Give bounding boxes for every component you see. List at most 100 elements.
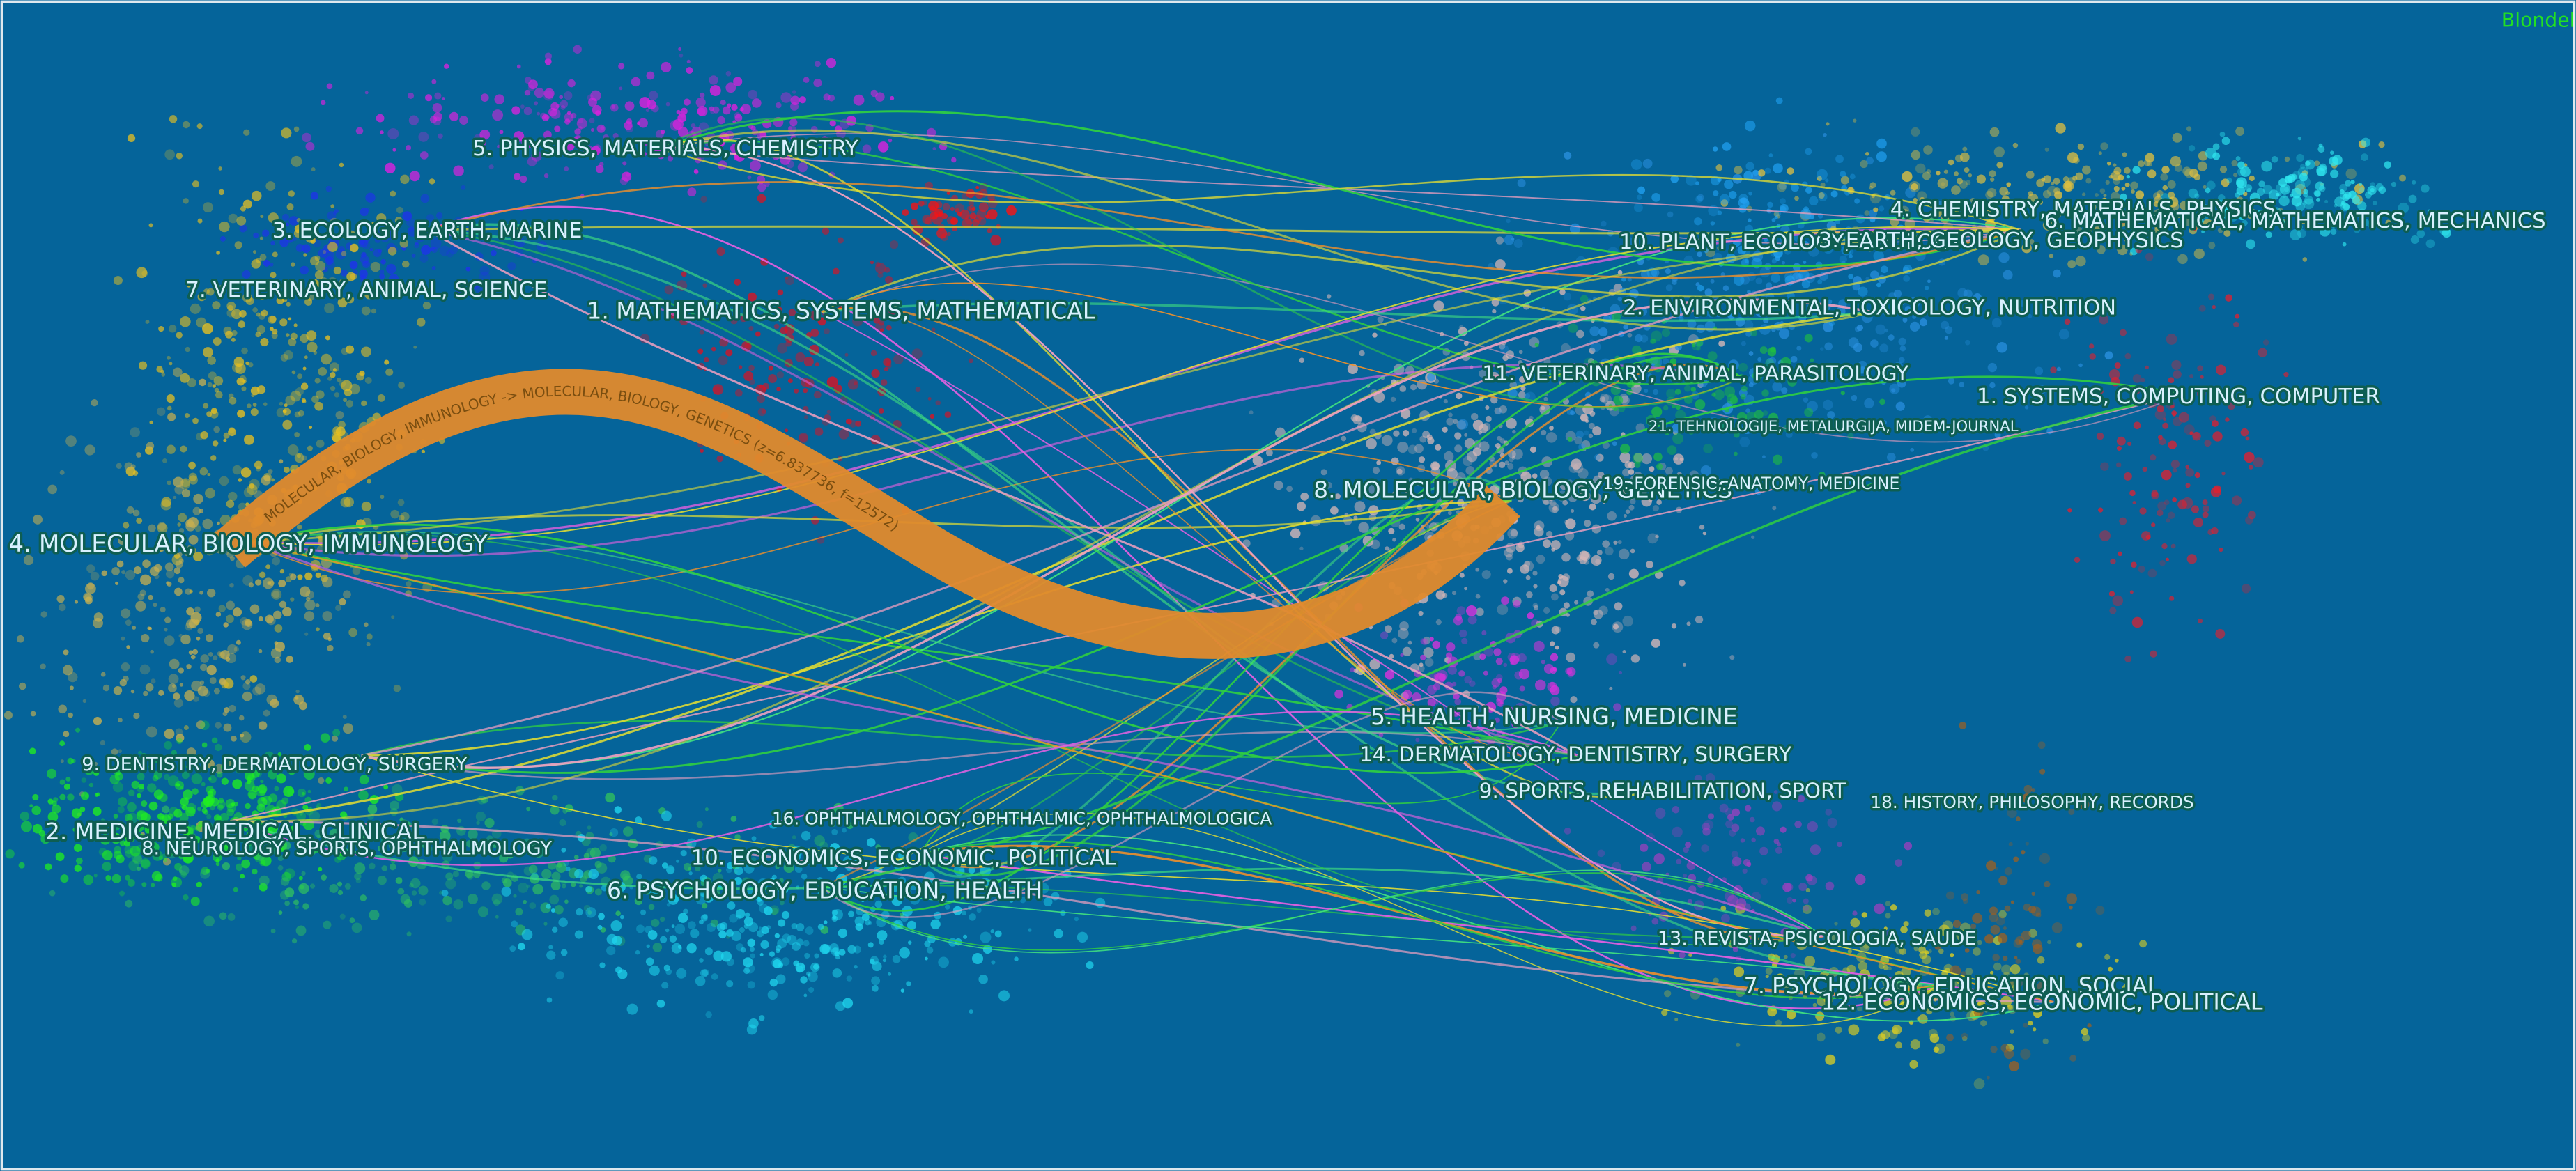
point (824, 136, 832, 144)
point (185, 588, 192, 595)
point (1506, 479, 1514, 487)
point (1825, 1054, 1836, 1065)
point (1391, 637, 1398, 644)
point (747, 938, 756, 947)
point (1877, 1033, 1886, 1042)
point (2368, 223, 2375, 229)
point (2357, 208, 2368, 219)
point (167, 581, 172, 587)
point (298, 883, 309, 894)
point (2236, 179, 2244, 187)
point (2074, 557, 2081, 563)
point (197, 218, 203, 224)
point (441, 889, 449, 897)
point (1475, 594, 1481, 599)
point (1936, 171, 1941, 176)
point (180, 871, 187, 878)
cluster-label: 6. PSYCHOLOGY, EDUCATION, HEALTH (607, 877, 1042, 904)
point (1355, 415, 1362, 422)
point (890, 95, 895, 100)
point (281, 797, 289, 805)
point (665, 102, 670, 107)
point (202, 850, 208, 856)
point (792, 835, 796, 839)
point (169, 838, 178, 846)
point (686, 943, 697, 954)
point (1499, 344, 1509, 354)
point (161, 497, 172, 507)
point (1710, 279, 1715, 284)
point (449, 245, 458, 254)
point (2314, 190, 2321, 197)
point (193, 696, 199, 702)
point (1645, 414, 1657, 426)
point (1733, 966, 1745, 977)
point (140, 859, 151, 869)
point (1950, 1011, 1954, 1016)
point (1830, 233, 1835, 239)
point (2100, 462, 2109, 471)
point (335, 605, 341, 612)
point (789, 118, 798, 127)
point (84, 793, 89, 798)
point (1439, 673, 1447, 681)
point (253, 232, 259, 238)
point (925, 217, 933, 225)
point (1941, 182, 1945, 187)
point (1682, 662, 1686, 667)
point (622, 876, 633, 886)
point (2135, 190, 2145, 199)
point (2338, 219, 2342, 224)
point (546, 904, 551, 909)
point (113, 276, 123, 286)
point (1719, 194, 1730, 205)
point (112, 782, 123, 793)
point (963, 934, 968, 939)
point (1622, 615, 1633, 627)
point (794, 852, 802, 860)
point (1913, 197, 1918, 203)
point (377, 394, 385, 402)
point (302, 366, 307, 371)
point (2410, 235, 2419, 244)
point (479, 265, 490, 276)
point (1362, 535, 1374, 547)
point (2191, 505, 2199, 513)
point (479, 271, 491, 283)
point (190, 654, 196, 660)
point (352, 566, 361, 575)
point (1418, 456, 1426, 463)
point (186, 664, 192, 669)
point (340, 269, 348, 277)
point (1808, 246, 1819, 257)
point (1772, 454, 1783, 465)
point (161, 853, 168, 860)
point (800, 976, 808, 984)
point (1741, 341, 1746, 346)
point (1564, 151, 1572, 160)
point (255, 579, 262, 586)
point (1607, 573, 1615, 580)
point (528, 79, 538, 90)
point (880, 379, 888, 386)
point (1804, 334, 1813, 343)
point (397, 887, 405, 895)
point (1989, 127, 2000, 137)
point (388, 842, 396, 849)
point (2112, 595, 2124, 607)
point (935, 400, 941, 406)
point (286, 656, 293, 663)
point (475, 812, 486, 822)
point (2035, 366, 2044, 375)
point (1945, 326, 1953, 334)
point (70, 758, 76, 763)
point (395, 223, 399, 227)
point (944, 904, 950, 910)
point (594, 860, 602, 869)
point (505, 850, 514, 859)
point (324, 302, 335, 313)
point (661, 810, 672, 821)
point (1617, 540, 1622, 545)
point (2303, 198, 2315, 210)
point (185, 521, 196, 532)
